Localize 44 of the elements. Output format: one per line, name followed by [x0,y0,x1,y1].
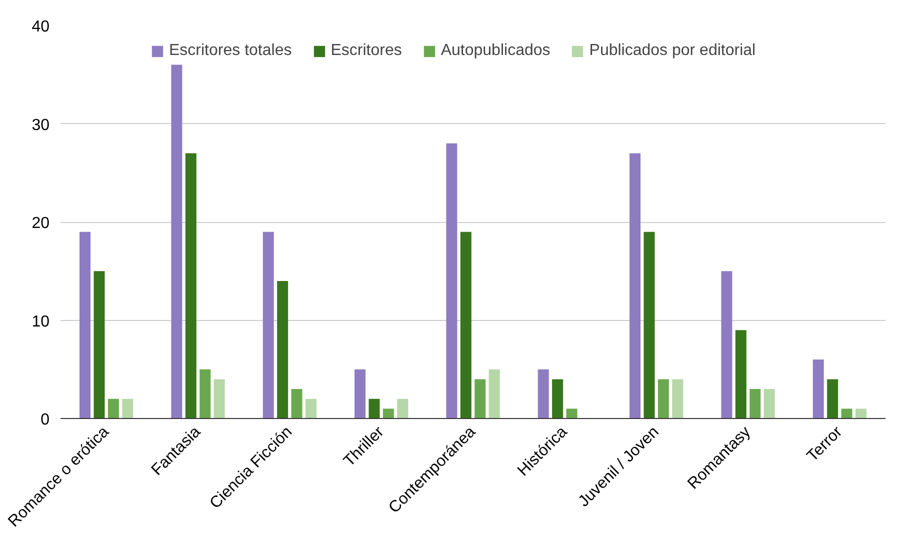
bar [368,398,380,418]
bar [262,232,274,418]
bar [764,389,775,418]
bar [460,232,472,418]
bar [827,379,838,418]
bar [630,153,641,418]
bar [200,369,211,418]
bar [488,369,500,418]
bar [354,369,366,418]
bar [382,408,394,418]
bar [721,271,732,418]
legend-label: Autopublicados [440,42,550,60]
legend-label: Escritores [330,42,402,60]
bar [80,232,91,418]
bar [305,398,316,418]
legend-label: Escritores totales [169,42,292,60]
bar [750,389,761,418]
bar [171,64,182,418]
bar [841,408,852,418]
bar [658,379,669,418]
bar [552,379,564,418]
y-tick-label: 0 [40,412,50,428]
y-tick-label: 10 [32,313,50,330]
bar [446,143,458,418]
y-tick-label: 20 [32,215,50,232]
bar [855,408,866,418]
legend-label: Publicados por editorial [589,42,756,60]
bar [94,271,105,418]
y-tick-label: 40 [32,18,50,36]
bar [474,379,486,418]
bar [214,379,225,418]
bar [672,379,684,418]
bar [566,408,578,418]
bar [644,232,655,418]
y-tick-label: 30 [32,116,50,134]
bar [291,389,302,418]
bar [277,280,288,418]
bar [397,398,408,418]
bar [122,398,134,418]
bar [735,330,746,418]
bar [108,398,119,418]
bar [538,369,549,418]
bar [812,360,824,418]
bar [185,153,196,418]
